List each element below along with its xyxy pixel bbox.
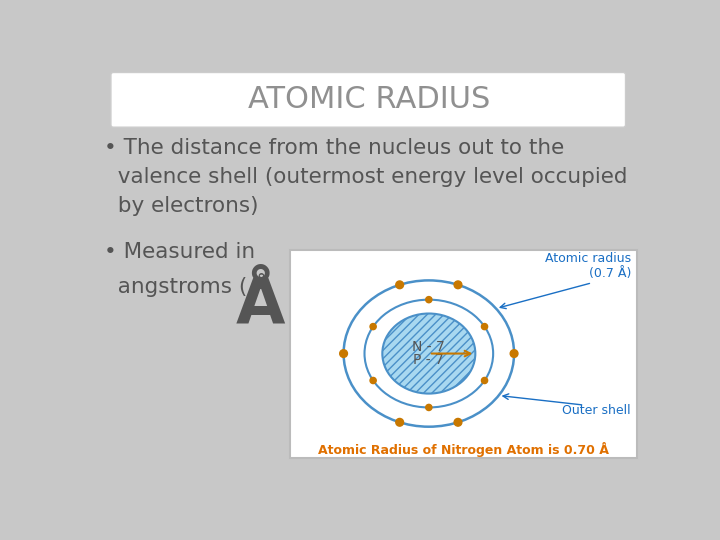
Text: P - 7: P - 7 xyxy=(413,353,444,367)
Ellipse shape xyxy=(382,314,475,394)
Circle shape xyxy=(396,418,403,426)
Text: • Measured in
  angstroms ( Å: • Measured in angstroms ( Å xyxy=(104,242,269,297)
Circle shape xyxy=(454,281,462,289)
Text: ATOMIC RADIUS: ATOMIC RADIUS xyxy=(248,85,490,114)
Text: Å: Å xyxy=(235,274,285,336)
Text: Atomic Radius of Nitrogen Atom is 0.70 Å: Atomic Radius of Nitrogen Atom is 0.70 Å xyxy=(318,442,609,457)
Text: N - 7: N - 7 xyxy=(413,340,445,354)
FancyBboxPatch shape xyxy=(290,249,637,457)
Circle shape xyxy=(426,404,432,410)
Circle shape xyxy=(396,281,403,289)
Circle shape xyxy=(482,377,487,383)
Circle shape xyxy=(340,350,348,357)
Text: Outer shell: Outer shell xyxy=(562,403,631,416)
Circle shape xyxy=(426,296,432,303)
Text: Atomic radius
(0.7 Å): Atomic radius (0.7 Å) xyxy=(545,252,631,280)
Text: • The distance from the nucleus out to the
  valence shell (outermost energy lev: • The distance from the nucleus out to t… xyxy=(104,138,627,215)
Circle shape xyxy=(510,350,518,357)
Circle shape xyxy=(482,323,487,330)
Circle shape xyxy=(454,418,462,426)
FancyBboxPatch shape xyxy=(111,72,626,127)
Circle shape xyxy=(370,377,377,383)
Circle shape xyxy=(370,323,377,330)
